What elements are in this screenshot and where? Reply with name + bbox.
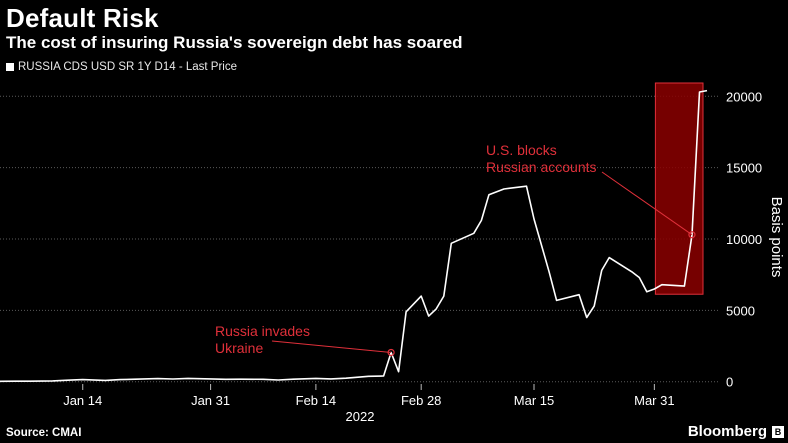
x-tick-label: Mar 31 [634, 393, 674, 408]
y-tick-label: 0 [726, 375, 733, 390]
highlight-box [654, 82, 704, 295]
legend-label: RUSSIA CDS USD SR 1Y D14 - Last Price [18, 61, 237, 73]
chart-title: Default Risk [6, 3, 159, 33]
annotation-leader [271, 340, 392, 353]
bloomberg-logo-icon: B [772, 425, 784, 438]
y-tick-label: 20000 [726, 89, 762, 104]
x-tick-label: Feb 14 [296, 393, 336, 408]
legend-swatch [6, 63, 14, 71]
annotation-marker [387, 348, 395, 357]
legend: RUSSIA CDS USD SR 1Y D14 - Last Price [6, 61, 237, 73]
x-tick-label: Mar 15 [514, 393, 554, 408]
annotation-leader [601, 171, 693, 236]
x-tick-label: Jan 31 [191, 393, 230, 408]
x-tick-label: Feb 28 [401, 393, 441, 408]
y-tick-label: 15000 [726, 161, 762, 176]
source-note: Source: CMAI [6, 427, 82, 439]
brand-label: Bloomberg [687, 423, 767, 440]
brand: Bloomberg B [688, 423, 784, 440]
y-tick-label: 5000 [726, 303, 755, 318]
x-year-label: 2022 [346, 409, 375, 424]
annotation-label: U.S. blocks Russian accounts [486, 142, 597, 175]
x-tick-label: Jan 14 [63, 393, 102, 408]
annotation-label: Russia invades Ukraine [215, 323, 310, 356]
annotation-marker [688, 231, 696, 239]
chart-subtitle: The cost of insuring Russia's sovereign … [6, 33, 463, 52]
y-tick-label: 10000 [726, 232, 762, 247]
series-line [0, 89, 708, 383]
y-axis-title: Basis points [768, 197, 785, 278]
